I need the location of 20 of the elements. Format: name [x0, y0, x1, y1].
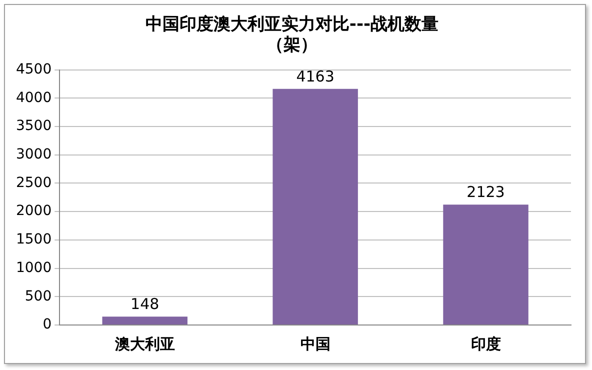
data-label: 2123: [466, 182, 505, 201]
y-tick-label: 4000: [16, 90, 52, 106]
bar: [443, 204, 528, 324]
x-tick-label: 中国: [300, 334, 330, 353]
y-tick-label: 4500: [16, 61, 52, 78]
chart-title: 中国印度澳大利亚实力对比---战机数量（架）: [145, 14, 439, 56]
y-tick-label: 1500: [16, 232, 52, 248]
y-tick-label: 2000: [16, 203, 52, 220]
data-label: 148: [130, 294, 160, 313]
y-tick-label: 3500: [16, 118, 52, 134]
data-label: 4163: [296, 67, 334, 86]
x-tick-label: 印度: [470, 334, 501, 353]
x-tick-label: 澳大利亚: [114, 334, 175, 353]
y-tick-label: 2500: [16, 174, 52, 191]
y-tick-label: 3000: [16, 146, 52, 163]
bar: [102, 316, 188, 324]
y-tick-label: 0: [42, 316, 52, 333]
y-tick-label: 1000: [16, 260, 52, 276]
y-tick-label: 500: [24, 288, 52, 304]
bar: [272, 88, 358, 324]
